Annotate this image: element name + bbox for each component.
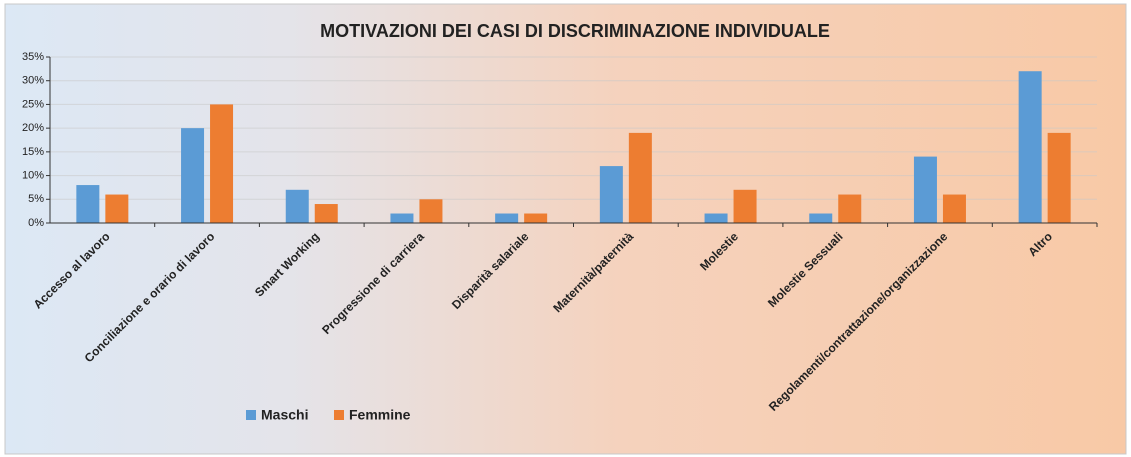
bar [390,213,414,223]
y-tick-label: 15% [22,146,44,158]
bar [628,132,652,223]
y-tick-label: 10% [22,169,44,181]
bar [314,204,338,223]
legend-swatch [334,410,344,420]
y-tick-label: 5% [28,193,44,205]
y-tick-label: 0% [28,217,44,229]
bar [285,189,309,223]
chart-background [4,3,1127,455]
bar [495,213,519,223]
bar [704,213,728,223]
legend-label: Femmine [349,407,411,423]
bar [942,194,966,223]
y-tick-label: 30% [22,75,44,87]
bar [419,199,443,223]
bar [913,156,937,223]
bar [210,104,234,223]
bar [599,166,623,223]
bar [105,194,129,223]
legend-swatch [246,410,256,420]
legend-label: Maschi [261,407,308,423]
bar [733,189,757,223]
bar [1047,132,1071,223]
y-tick-label: 35% [22,51,44,63]
bar [181,128,205,223]
chart-title: MOTIVAZIONI DEI CASI DI DISCRIMINAZIONE … [320,21,830,41]
bar [524,213,548,223]
bar [809,213,833,223]
bar [76,185,100,223]
bar [1018,71,1042,223]
y-tick-label: 20% [22,122,44,134]
bar [838,194,862,223]
y-tick-label: 25% [22,98,44,110]
